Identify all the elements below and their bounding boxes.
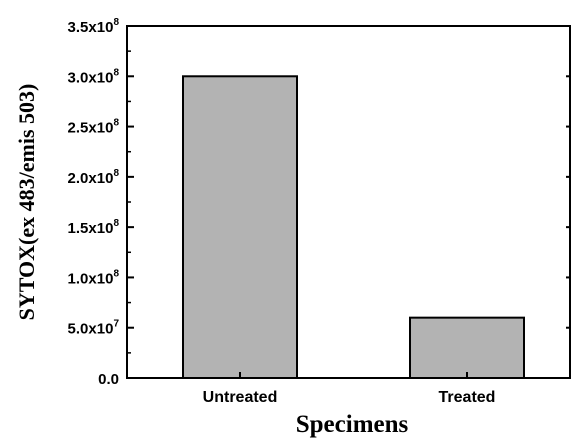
plot-frame [126, 25, 571, 379]
bars-group [182, 75, 525, 380]
y-tick-label: 1.5x108 [68, 218, 120, 237]
y-axis-title: SYTOX(ex 483/emis 503) [14, 84, 39, 321]
y-tick-label: 5.0x107 [68, 319, 120, 338]
y-tick-label: 2.0x108 [68, 168, 120, 187]
y-tick-label: 1.0x108 [68, 268, 120, 287]
x-axis-title: Specimens [296, 411, 409, 438]
bar-treated [409, 316, 525, 379]
y-tick-label: 2.5x108 [68, 118, 120, 137]
y-tick-label: 3.0x108 [68, 67, 120, 86]
y-ticks-group: 0.0 5.0x107 1.0x108 1.5x108 2.0x108 2.5x108 3.… [68, 17, 570, 388]
x-tick-label-treated: Treated [439, 389, 496, 406]
y-tick-label: 3.5x108 [68, 17, 120, 36]
x-tick-label-untreated: Untreated [203, 389, 278, 406]
y-tick-label: 0.0 [98, 371, 119, 388]
bar-untreated [182, 75, 298, 380]
